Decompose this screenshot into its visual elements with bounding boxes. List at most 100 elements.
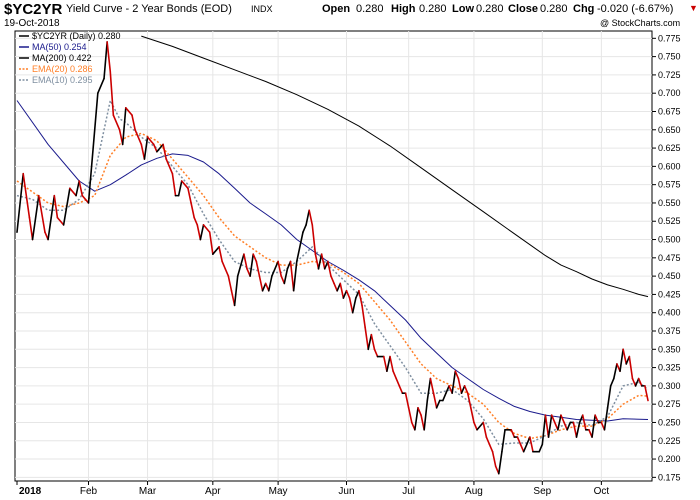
- x-axis: 2018 Feb Mar Apr May Jun Jul Aug Sep Oct: [16, 481, 609, 497]
- price-segment-down: [454, 370, 460, 380]
- price-segment-up: [236, 253, 245, 277]
- price-segment-down: [311, 224, 317, 255]
- price-segment-down: [429, 377, 435, 394]
- price-segment-up: [50, 194, 56, 219]
- y-tick-label: 0.500: [658, 235, 681, 245]
- legend-label: $YC2YR (Daily) 0.280: [32, 31, 121, 41]
- price-segment-down: [622, 348, 628, 365]
- date-label: 19-Oct-2018: [4, 18, 60, 29]
- price-segment-up: [90, 92, 99, 168]
- open-label: Open: [322, 3, 351, 15]
- price-segment-down: [202, 224, 211, 234]
- price-segment-up: [143, 136, 149, 160]
- price-segment-down: [470, 407, 475, 424]
- price-segment-down: [628, 355, 634, 380]
- price-segment-down: [320, 253, 326, 270]
- chg-label: Chg: [573, 3, 595, 15]
- price-segment-up: [212, 246, 220, 255]
- price-segment-down: [289, 260, 295, 292]
- price-segment-up: [460, 385, 466, 394]
- price-segment-down: [382, 355, 388, 373]
- price-segment-up: [547, 414, 553, 438]
- y-tick-label: 0.525: [658, 216, 681, 226]
- price-segment-up: [249, 253, 255, 277]
- price-segment-down: [190, 202, 195, 219]
- low-label: Low: [452, 3, 474, 15]
- x-tick-label: Jun: [338, 486, 354, 497]
- price-segment-up: [271, 260, 279, 277]
- series-lines: [16, 35, 649, 475]
- price-segment-down: [180, 180, 189, 190]
- ma50-line: [16, 100, 649, 422]
- price-segment-down: [193, 216, 199, 226]
- price-segment-down: [348, 297, 354, 314]
- price-segment-down: [631, 377, 637, 387]
- price-segment-down: [398, 385, 404, 394]
- price-segment-up: [451, 370, 457, 394]
- price-segment-down: [56, 216, 65, 226]
- x-tick-label: May: [269, 486, 288, 497]
- legend-label: MA(200) 0.422: [32, 53, 92, 63]
- price-segment-up: [97, 77, 105, 94]
- price-segment-down: [491, 450, 497, 468]
- y-tick-label: 0.400: [658, 308, 681, 318]
- price-segment-down: [252, 253, 258, 263]
- price-segment-down: [221, 260, 227, 270]
- price-segment-down: [227, 275, 233, 292]
- grid-lines: [15, 31, 652, 481]
- price-segment-down: [314, 253, 320, 270]
- y-tick-label: 0.575: [658, 180, 681, 190]
- high-value: 0.280: [419, 3, 447, 15]
- price-segment-down: [146, 136, 155, 146]
- legend-label: MA(50) 0.254: [32, 42, 87, 52]
- price-segment-up: [634, 377, 640, 387]
- x-tick-label: Feb: [80, 486, 98, 497]
- x-tick-label: Mar: [139, 486, 157, 497]
- price-segment-up: [75, 180, 80, 197]
- price-segment-up: [501, 428, 506, 453]
- price-segment-down: [109, 70, 115, 116]
- price-segment-up: [261, 282, 267, 292]
- x-tick-label: Aug: [465, 486, 483, 497]
- price-segment-down: [165, 158, 174, 175]
- y-tick-label: 0.375: [658, 326, 681, 336]
- price-segment-down: [69, 187, 77, 197]
- price-segment-down: [124, 107, 133, 116]
- price-segment-down: [463, 385, 469, 394]
- y-tick-label: 0.625: [658, 143, 681, 153]
- price-segment-up: [233, 275, 239, 307]
- price-segment-down: [243, 253, 248, 270]
- price-segment-down: [488, 443, 494, 453]
- open-value: 0.280: [356, 3, 384, 15]
- price-segment-up: [538, 443, 544, 453]
- price-segment-down: [330, 275, 335, 285]
- price-segment-down: [637, 377, 643, 387]
- price-segment-up: [386, 355, 391, 373]
- legend-label: EMA(10) 0.295: [32, 75, 93, 85]
- price-segment-up: [619, 348, 624, 373]
- price-segment-down: [392, 370, 398, 380]
- price-segment-down: [22, 172, 31, 219]
- price-segment-down: [457, 377, 463, 394]
- price-segment-down: [485, 436, 491, 446]
- price-segment-down: [358, 289, 363, 307]
- price-segment-down: [644, 385, 649, 402]
- price-segment-down: [333, 282, 338, 292]
- price-segment-down: [594, 414, 600, 424]
- price-segment-down: [187, 187, 192, 204]
- legend-label: EMA(20) 0.286: [32, 64, 93, 74]
- y-tick-label: 0.175: [658, 472, 681, 482]
- price-segment-up: [557, 414, 562, 431]
- y-tick-label: 0.725: [658, 70, 681, 80]
- y-tick-label: 0.325: [658, 363, 681, 373]
- price-segment-down: [53, 194, 59, 219]
- y-tick-label: 0.775: [658, 33, 681, 43]
- price-segment-up: [566, 421, 572, 431]
- y-tick-label: 0.225: [658, 436, 681, 446]
- price-segment-down: [404, 392, 410, 409]
- price-segment-down: [327, 260, 332, 277]
- price-segment-up: [591, 414, 596, 438]
- price-segment-down: [519, 443, 525, 453]
- price-segment-down: [364, 326, 370, 351]
- price-segment-down: [37, 194, 46, 234]
